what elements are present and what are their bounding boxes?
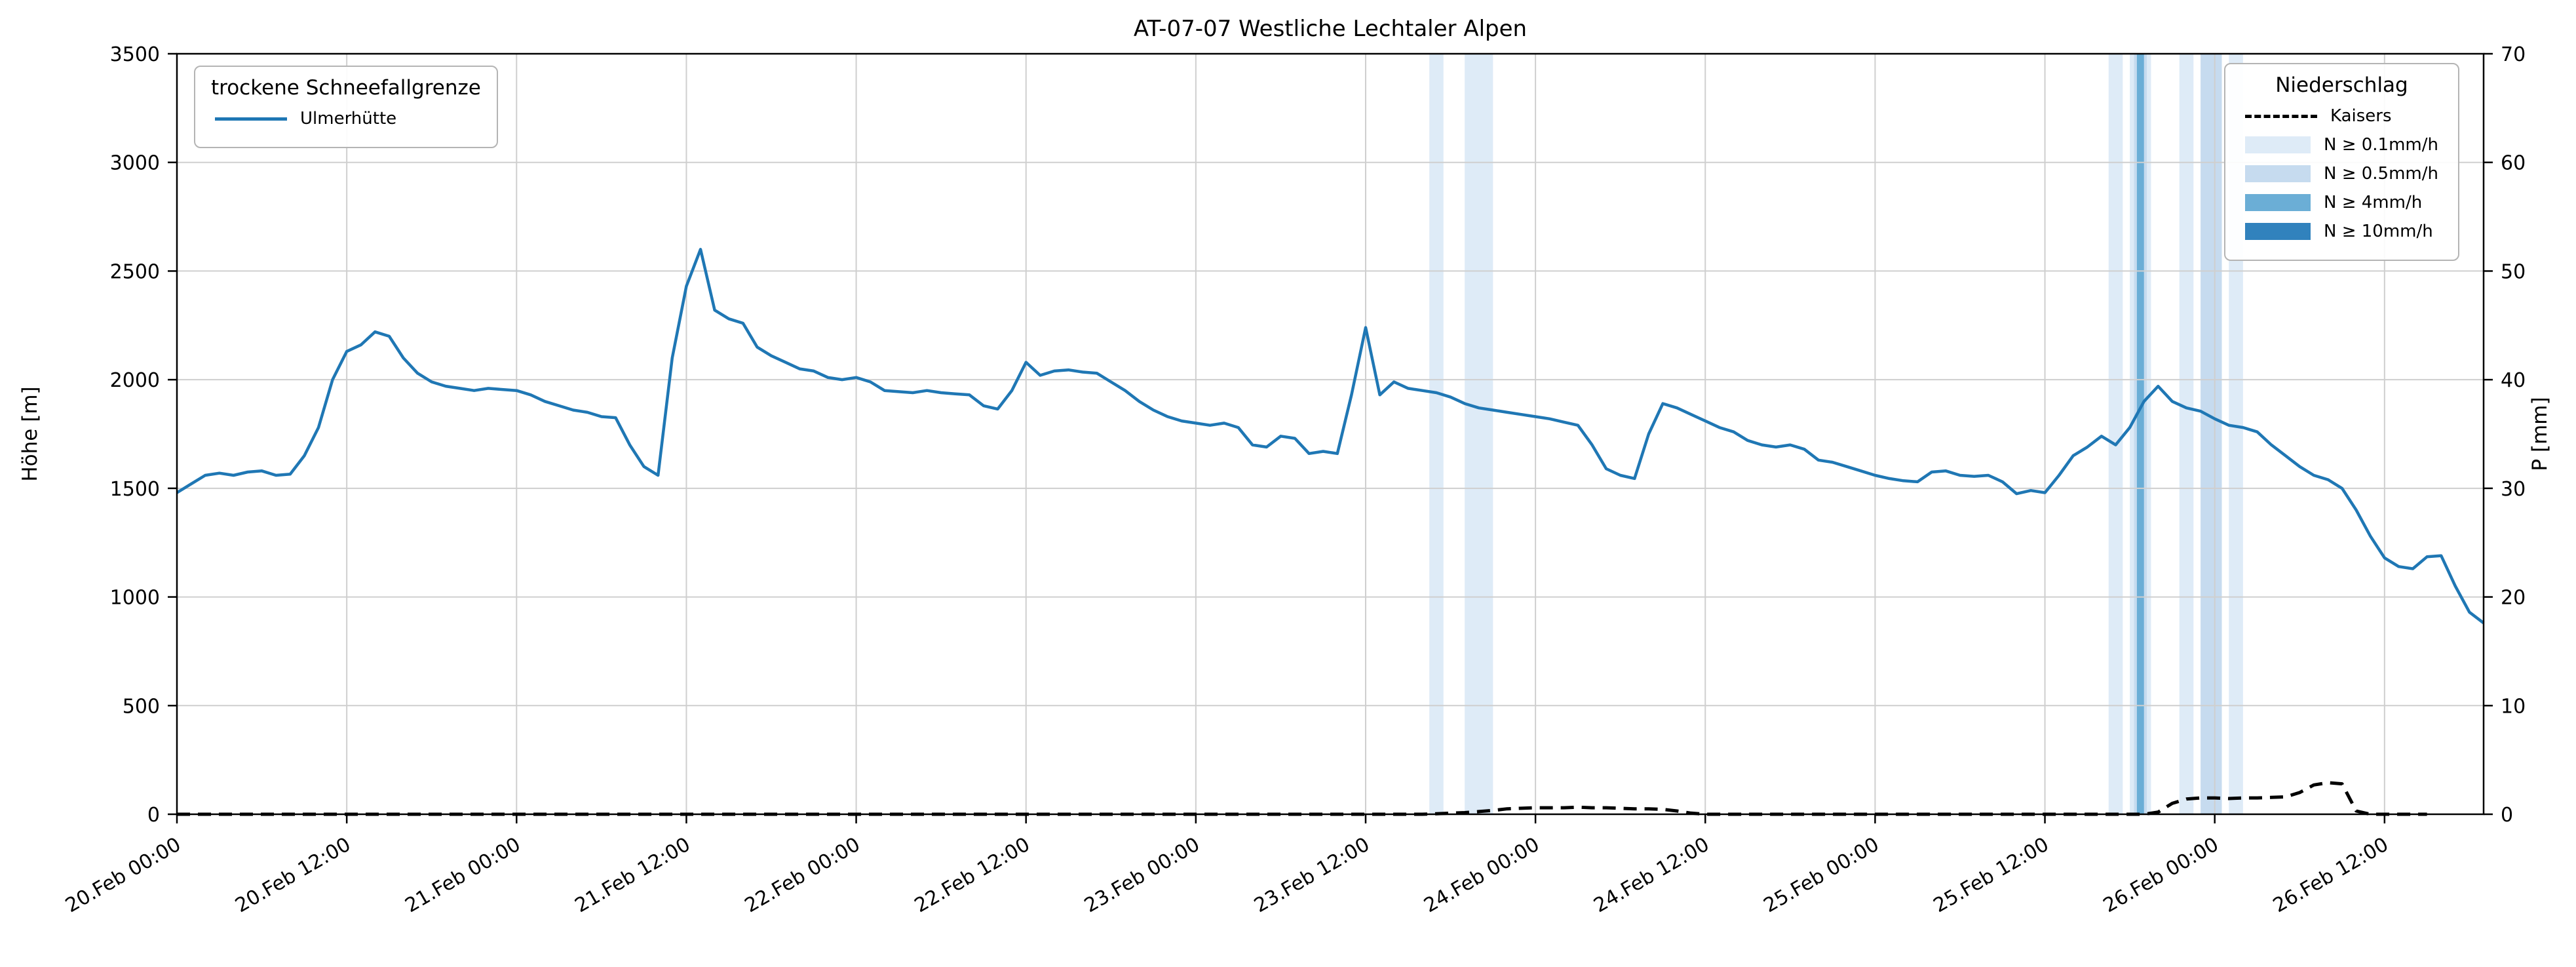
- y-left-tick-label: 2500: [110, 260, 160, 283]
- precip-band: [2201, 54, 2222, 814]
- y-left-tick-label: 3500: [110, 43, 160, 66]
- y-right-tick-label: 50: [2501, 260, 2526, 283]
- precip-band: [1465, 54, 1493, 814]
- precip-band: [2136, 54, 2144, 814]
- chart-title: AT-07-07 Westliche Lechtaler Alpen: [1133, 16, 1528, 42]
- x-tick-label: 25.Feb 12:00: [1930, 833, 2053, 918]
- y-left-tick-label: 1000: [110, 587, 160, 610]
- y-right-tick-label: 40: [2501, 369, 2526, 392]
- precip-band: [2108, 54, 2123, 814]
- y-right-tick-label: 70: [2501, 43, 2526, 66]
- x-tick-label: 26.Feb 12:00: [2269, 833, 2393, 918]
- legend-precip-title: Niederschlag: [2275, 73, 2408, 97]
- plot-border: [176, 52, 2485, 816]
- legend-item-kaisers: Kaisers: [2244, 106, 2438, 126]
- x-tick-label: 22.Feb 00:00: [741, 833, 864, 918]
- band-label-05: N ≥ 0.5mm/h: [2323, 164, 2438, 184]
- x-tick-label: 25.Feb 00:00: [1759, 833, 1883, 918]
- legend-snowline-title: trockene Schneefallgrenze: [211, 76, 481, 100]
- y-right-tick-label: 10: [2501, 695, 2526, 718]
- legend-item-band-01: N ≥ 0.1mm/h: [2244, 135, 2438, 155]
- x-tick-label: 20.Feb 00:00: [62, 833, 185, 918]
- precip-band: [2179, 54, 2194, 814]
- legend-item-band-4: N ≥ 4mm/h: [2244, 193, 2438, 212]
- dashed-line-swatch-icon: [2244, 114, 2317, 118]
- x-tick-label: 23.Feb 00:00: [1081, 833, 1204, 918]
- x-tick-label: 24.Feb 12:00: [1590, 833, 1713, 918]
- y-right-tick-label: 60: [2501, 152, 2526, 175]
- x-tick-label: 24.Feb 00:00: [1420, 833, 1543, 918]
- legend-precip: Niederschlag Kaisers N ≥ 0.1mm/h N ≥ 0.5…: [2223, 63, 2459, 261]
- y-left-axis-label: Höhe [m]: [18, 386, 42, 481]
- legend-item-ulmerhuette: Ulmerhütte: [215, 109, 477, 128]
- y-right-tick-label: 20: [2501, 587, 2526, 610]
- x-tick-label: 26.Feb 00:00: [2100, 833, 2223, 918]
- band-label-10: N ≥ 10mm/h: [2323, 222, 2433, 241]
- y-left-tick-label: 3000: [110, 152, 160, 175]
- y-left-tick-label: 1500: [110, 478, 160, 501]
- x-tick-label: 23.Feb 12:00: [1250, 833, 1374, 918]
- y-left-tick-label: 500: [123, 695, 160, 718]
- x-tick-label: 22.Feb 12:00: [911, 833, 1034, 918]
- y-right-tick-label: 0: [2501, 804, 2513, 827]
- y-left-tick-label: 0: [147, 804, 160, 827]
- ulmerhuette-label: Ulmerhütte: [300, 109, 397, 128]
- x-tick-label: 20.Feb 12:00: [231, 833, 355, 918]
- y-right-axis-label: P [mm]: [2528, 397, 2552, 471]
- y-right-tick-label: 30: [2501, 478, 2526, 501]
- legend-item-band-05: N ≥ 0.5mm/h: [2244, 164, 2438, 184]
- band-swatch-05-icon: [2244, 165, 2311, 182]
- x-tick-label: 21.Feb 12:00: [571, 833, 694, 918]
- y-left-tick-label: 2000: [110, 369, 160, 392]
- blue-line-swatch-icon: [215, 117, 287, 121]
- band-swatch-10-icon: [2244, 223, 2311, 240]
- legend-snowline: trockene Schneefallgrenze Ulmerhütte: [194, 66, 498, 148]
- x-tick-label: 21.Feb 00:00: [401, 833, 524, 918]
- series-line-ulmerh-tte: [176, 248, 2485, 625]
- band-swatch-01-icon: [2244, 136, 2311, 153]
- band-label-4: N ≥ 4mm/h: [2323, 193, 2423, 212]
- kaisers-label: Kaisers: [2330, 106, 2392, 126]
- band-swatch-4-icon: [2244, 194, 2311, 211]
- series-line-kaisers: [177, 781, 2427, 816]
- band-label-01: N ≥ 0.1mm/h: [2323, 135, 2438, 155]
- legend-item-band-10: N ≥ 10mm/h: [2244, 222, 2438, 241]
- precip-band: [1429, 54, 1444, 814]
